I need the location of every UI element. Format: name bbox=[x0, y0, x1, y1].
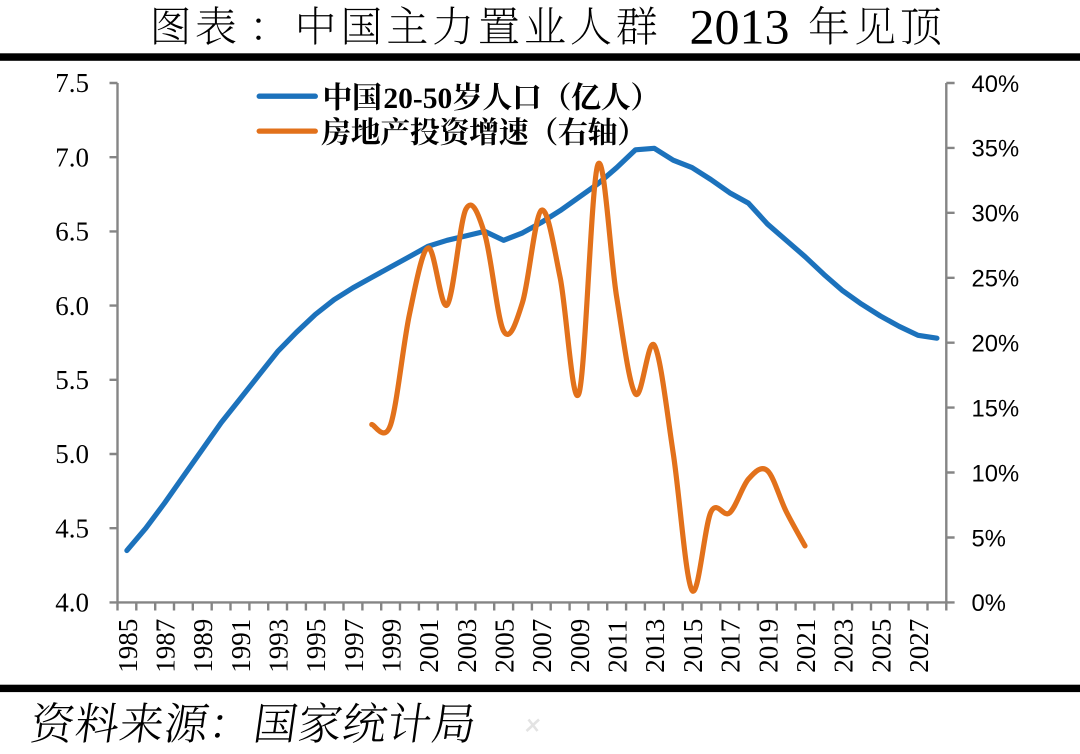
svg-text:2025: 2025 bbox=[866, 619, 896, 673]
svg-text:1999: 1999 bbox=[377, 619, 407, 673]
svg-text:2001: 2001 bbox=[414, 619, 444, 673]
svg-text:0%: 0% bbox=[972, 590, 1006, 617]
svg-text:2013: 2013 bbox=[690, 0, 790, 54]
svg-text:40%: 40% bbox=[972, 71, 1020, 98]
svg-text:25%: 25% bbox=[972, 266, 1020, 293]
svg-text:2009: 2009 bbox=[565, 619, 595, 673]
svg-text:20-50: 20-50 bbox=[383, 83, 452, 115]
svg-text:5.0: 5.0 bbox=[55, 439, 89, 469]
svg-text:5%: 5% bbox=[972, 525, 1006, 552]
svg-text:2021: 2021 bbox=[791, 619, 821, 673]
svg-text:7.0: 7.0 bbox=[55, 142, 89, 172]
svg-text:1989: 1989 bbox=[188, 619, 218, 673]
svg-text:15%: 15% bbox=[972, 395, 1020, 422]
svg-text:6.5: 6.5 bbox=[55, 217, 89, 247]
svg-text:2023: 2023 bbox=[829, 619, 859, 673]
svg-text:1993: 1993 bbox=[264, 619, 294, 673]
svg-text:30%: 30% bbox=[972, 201, 1020, 228]
svg-text:1995: 1995 bbox=[301, 619, 331, 673]
svg-text:4.5: 4.5 bbox=[55, 513, 89, 543]
svg-text:2007: 2007 bbox=[527, 619, 557, 673]
svg-text:2015: 2015 bbox=[678, 619, 708, 673]
svg-text:1991: 1991 bbox=[226, 619, 256, 673]
svg-text:1987: 1987 bbox=[151, 619, 181, 673]
svg-text:6.0: 6.0 bbox=[55, 291, 89, 321]
svg-text:35%: 35% bbox=[972, 136, 1020, 163]
svg-text:1985: 1985 bbox=[113, 619, 143, 673]
svg-text:1997: 1997 bbox=[339, 619, 369, 673]
svg-text:10%: 10% bbox=[972, 460, 1020, 487]
svg-text:4.0: 4.0 bbox=[55, 588, 89, 618]
svg-text:2027: 2027 bbox=[904, 619, 934, 673]
svg-text:2003: 2003 bbox=[452, 619, 482, 673]
svg-text:2013: 2013 bbox=[640, 619, 670, 673]
svg-text:5.5: 5.5 bbox=[55, 365, 89, 395]
svg-text:2017: 2017 bbox=[716, 619, 746, 673]
svg-text:2019: 2019 bbox=[753, 619, 783, 673]
svg-text:2005: 2005 bbox=[490, 619, 520, 673]
svg-text:20%: 20% bbox=[972, 331, 1020, 358]
svg-text:7.5: 7.5 bbox=[55, 68, 89, 98]
svg-text:2011: 2011 bbox=[603, 620, 633, 673]
